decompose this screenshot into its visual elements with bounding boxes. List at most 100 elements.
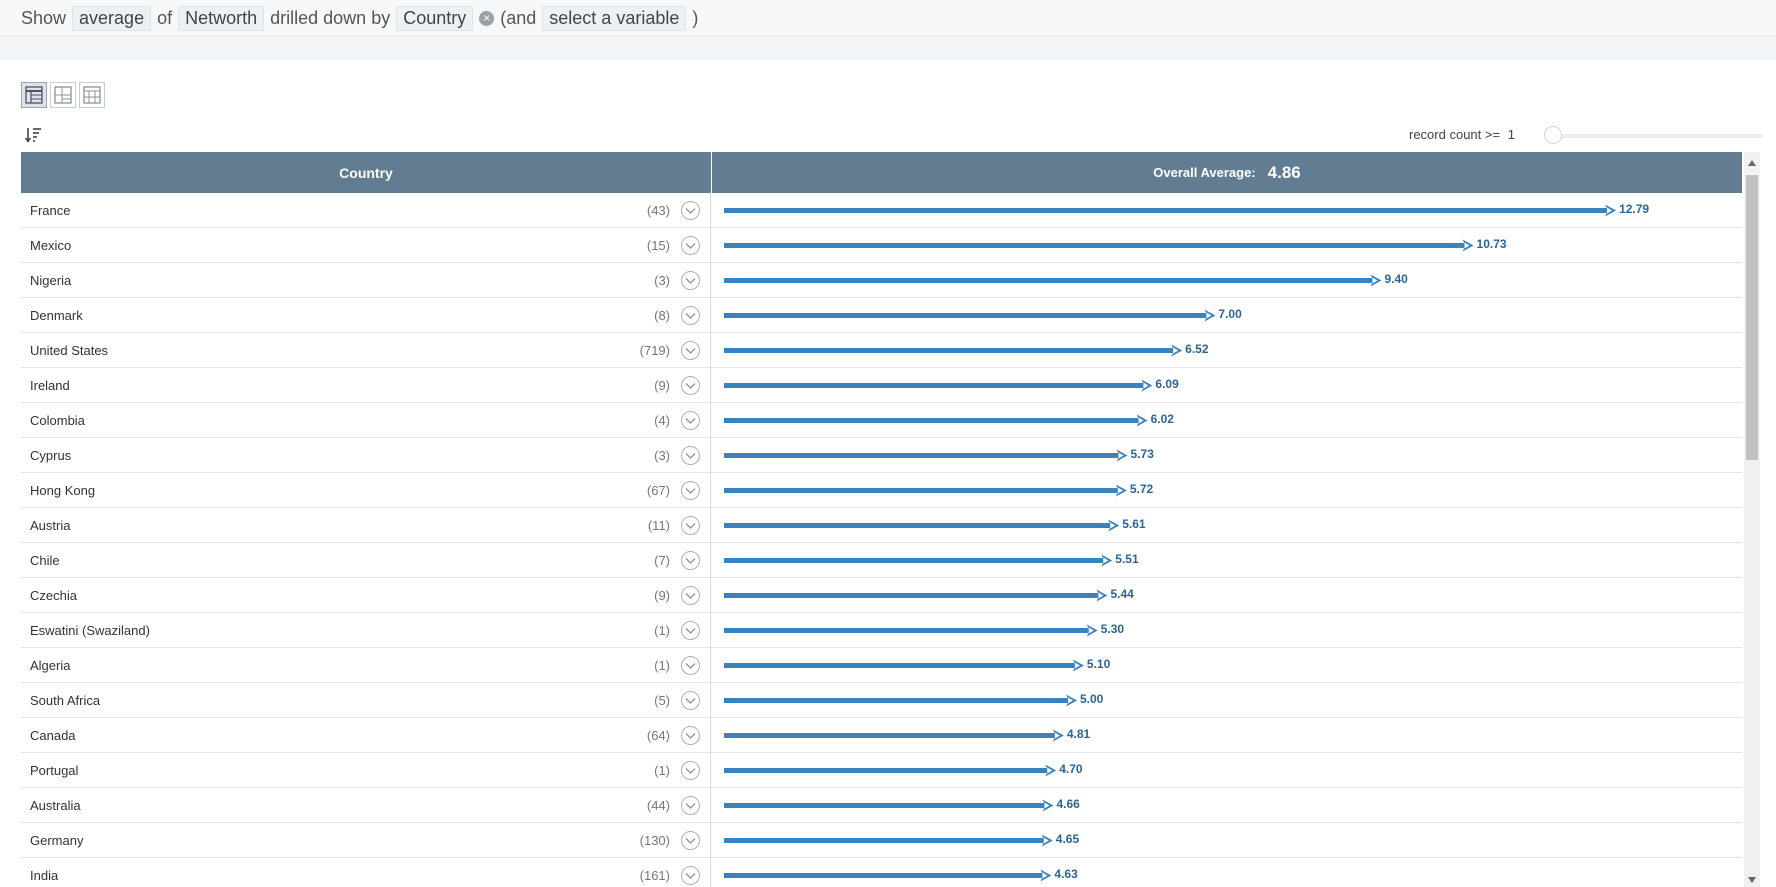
expand-chevron-icon[interactable] [681, 761, 700, 780]
bar-mark[interactable] [711, 473, 1140, 507]
expand-chevron-icon[interactable] [681, 516, 700, 535]
country-cell: United States (719) [21, 333, 711, 367]
table-row[interactable]: Algeria (1) 5.10 [21, 648, 1742, 683]
country-column-header[interactable]: Country [21, 152, 712, 193]
record-count: (64) [646, 727, 670, 743]
measure-selector[interactable]: Networth [178, 5, 265, 31]
expand-chevron-icon[interactable] [681, 621, 700, 640]
country-name: Cyprus [30, 447, 72, 463]
bar-cell: 5.30 [711, 613, 1742, 647]
table-row[interactable]: United States (719) 6.52 [21, 333, 1742, 368]
pivot-view-button[interactable] [79, 82, 105, 108]
bar-mark[interactable] [711, 718, 1077, 752]
bar-mark[interactable] [711, 228, 1487, 262]
bar-mark[interactable] [711, 823, 1066, 857]
expand-chevron-icon[interactable] [681, 586, 700, 605]
table-row[interactable]: Germany (130) 4.65 [21, 823, 1742, 858]
table-row[interactable]: Hong Kong (67) 5.72 [21, 473, 1742, 508]
bar-value-label: 6.52 [1185, 342, 1209, 356]
expand-chevron-icon[interactable] [681, 341, 700, 360]
expand-chevron-icon[interactable] [681, 866, 700, 885]
dimension-selector[interactable]: Country [396, 5, 474, 31]
bar-mark[interactable] [711, 543, 1125, 577]
remove-dimension-icon[interactable]: × [479, 10, 495, 26]
bar-mark[interactable] [711, 508, 1132, 542]
bar-mark[interactable] [711, 263, 1394, 297]
table-row[interactable]: Denmark (8) 7.00 [21, 298, 1742, 333]
expand-chevron-icon[interactable] [681, 831, 700, 850]
bar-mark[interactable] [711, 193, 1629, 227]
table-row[interactable]: Eswatini (Swaziland) (1) 5.30 [21, 613, 1742, 648]
bar-mark[interactable] [711, 613, 1111, 647]
table-row[interactable]: Colombia (4) 6.02 [21, 403, 1742, 438]
country-cell: Austria (11) [21, 508, 711, 542]
add-variable-selector[interactable]: select a variable [542, 5, 687, 31]
record-count: (67) [646, 482, 670, 498]
bar-cell: 5.10 [711, 648, 1742, 682]
expand-chevron-icon[interactable] [681, 306, 700, 325]
split-view-button[interactable] [50, 82, 76, 108]
bar-mark[interactable] [711, 298, 1228, 332]
expand-chevron-icon[interactable] [681, 481, 700, 500]
table-row[interactable]: Austria (11) 5.61 [21, 508, 1742, 543]
table-row[interactable]: Ireland (9) 6.09 [21, 368, 1742, 403]
table-row[interactable]: Chile (7) 5.51 [21, 543, 1742, 578]
bar-mark[interactable] [711, 403, 1161, 437]
scroll-up-arrow-icon[interactable] [1748, 160, 1756, 166]
record-count-slider-track[interactable] [1545, 134, 1763, 138]
table-row[interactable]: Cyprus (3) 5.73 [21, 438, 1742, 473]
expand-chevron-icon[interactable] [681, 446, 700, 465]
aggregate-selector[interactable]: average [72, 5, 152, 31]
expand-chevron-icon[interactable] [681, 411, 700, 430]
table-scrollbar[interactable] [1744, 152, 1760, 887]
sort-descending-icon[interactable] [25, 126, 43, 144]
overall-average-value: 4.86 [1267, 162, 1301, 182]
bar-mark[interactable] [711, 333, 1195, 367]
record-count: (3) [654, 447, 670, 463]
bar-mark[interactable] [711, 438, 1141, 472]
bar-mark[interactable] [711, 648, 1097, 682]
scroll-down-arrow-icon[interactable] [1748, 877, 1756, 883]
table-row[interactable]: Czechia (9) 5.44 [21, 578, 1742, 613]
table-row[interactable]: India (161) 4.63 [21, 858, 1742, 887]
expand-chevron-icon[interactable] [681, 726, 700, 745]
expand-chevron-icon[interactable] [681, 691, 700, 710]
bar-value-label: 5.73 [1130, 447, 1154, 461]
country-cell: Algeria (1) [21, 648, 711, 682]
bar-mark[interactable] [711, 858, 1064, 887]
table-row[interactable]: South Africa (5) 5.00 [21, 683, 1742, 718]
expand-chevron-icon[interactable] [681, 796, 700, 815]
record-count: (1) [654, 657, 670, 673]
divider-band [0, 38, 1776, 60]
expand-chevron-icon[interactable] [681, 376, 700, 395]
bar-value-label: 5.44 [1110, 587, 1134, 601]
scroll-thumb[interactable] [1746, 175, 1758, 460]
table-row[interactable]: France (43) 12.79 [21, 193, 1742, 228]
bar-mark[interactable] [711, 578, 1120, 612]
bar-cell: 5.73 [711, 438, 1742, 472]
expand-chevron-icon[interactable] [681, 236, 700, 255]
bar-mark[interactable] [711, 753, 1069, 787]
bar-mark[interactable] [711, 368, 1165, 402]
bar-mark[interactable] [711, 788, 1066, 822]
table-row[interactable]: Australia (44) 4.66 [21, 788, 1742, 823]
table-view-button[interactable] [21, 82, 47, 108]
bar-cell: 9.40 [711, 263, 1742, 297]
table-row[interactable]: Mexico (15) 10.73 [21, 228, 1742, 263]
country-name: United States [30, 342, 109, 358]
table-row[interactable]: Canada (64) 4.81 [21, 718, 1742, 753]
expand-chevron-icon[interactable] [681, 656, 700, 675]
country-cell: Mexico (15) [21, 228, 711, 262]
expand-chevron-icon[interactable] [681, 271, 700, 290]
expand-chevron-icon[interactable] [681, 201, 700, 220]
bar-value-label: 10.73 [1476, 237, 1507, 251]
bar-value-label: 4.65 [1055, 832, 1080, 846]
table-row[interactable]: Portugal (1) 4.70 [21, 753, 1742, 788]
record-count: (9) [654, 587, 670, 603]
bar-mark[interactable] [711, 683, 1090, 717]
query-bar: Show average of Networth drilled down by… [0, 0, 1776, 37]
table-row[interactable]: Nigeria (3) 9.40 [21, 263, 1742, 298]
expand-chevron-icon[interactable] [681, 551, 700, 570]
record-count-slider-handle[interactable] [1544, 126, 1562, 144]
record-count: (7) [654, 552, 670, 568]
